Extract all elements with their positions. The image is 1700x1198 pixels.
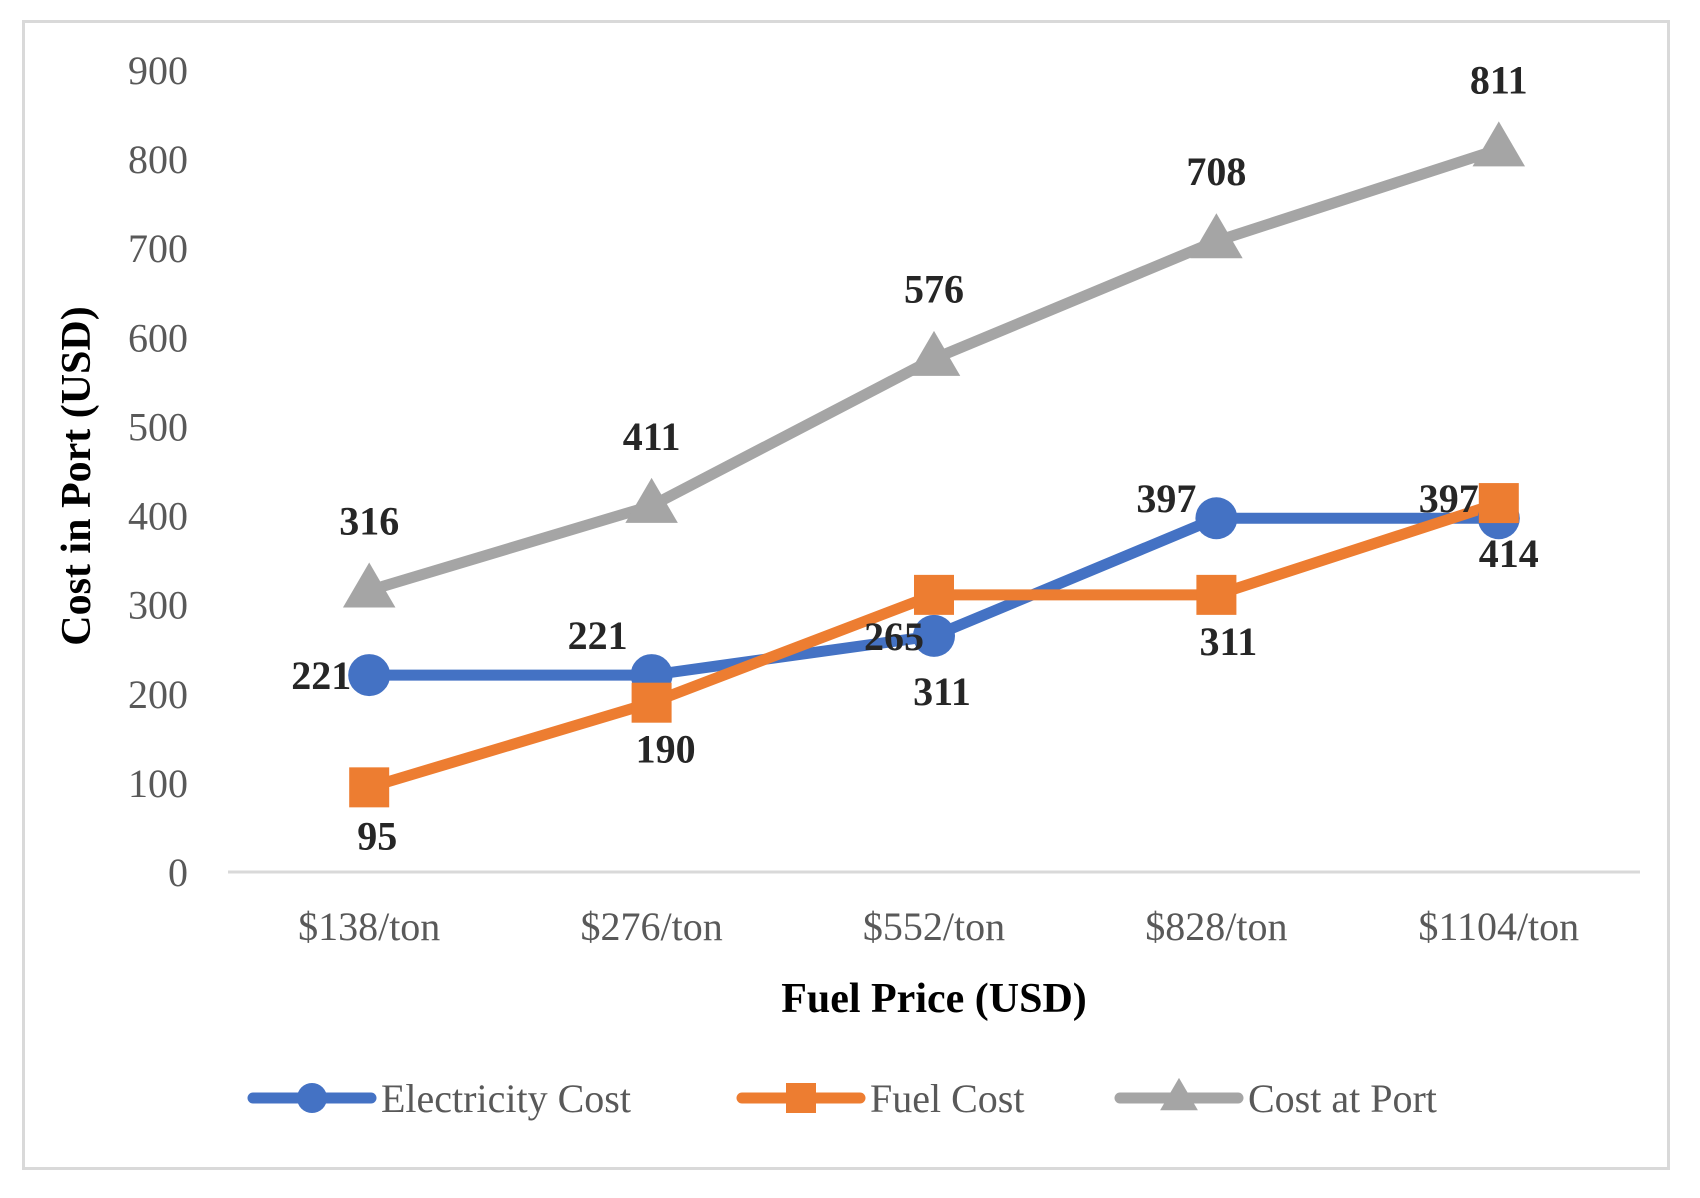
data-label: 311: [1200, 619, 1258, 664]
marker-square: [631, 682, 672, 723]
marker-circle: [913, 614, 955, 657]
marker-triangle: [625, 477, 678, 523]
x-axis-title: Fuel Price (USD): [781, 976, 1087, 1022]
x-tick-label: $552/ton: [863, 904, 1005, 949]
data-label: 397: [1419, 476, 1479, 521]
x-tick-label: $138/ton: [298, 904, 440, 949]
y-tick-label: 0: [168, 850, 188, 895]
y-tick-label: 300: [128, 583, 188, 628]
y-axis-title: Cost in Port (USD): [54, 306, 100, 645]
marker-circle: [297, 1083, 327, 1113]
y-tick-label: 800: [128, 137, 188, 182]
legend-item: Electricity Cost: [247, 1076, 631, 1121]
legend-label: Electricity Cost: [381, 1076, 631, 1121]
data-label: 316: [339, 498, 399, 543]
marker-square: [1196, 574, 1237, 615]
legend-item: Cost at Port: [1114, 1076, 1437, 1121]
marker-circle: [1195, 497, 1238, 540]
data-label: 95: [357, 813, 397, 858]
series-markers: [342, 121, 1526, 808]
data-label: 190: [636, 727, 696, 772]
marker-square: [1478, 483, 1519, 524]
data-label: 414: [1479, 531, 1539, 576]
y-tick-label: 100: [128, 761, 188, 806]
legend-label: Cost at Port: [1248, 1076, 1437, 1121]
marker-square: [786, 1083, 816, 1113]
data-label: 576: [904, 267, 964, 312]
marker-triangle: [1190, 213, 1243, 259]
legend-item: Fuel Cost: [736, 1076, 1024, 1121]
x-axis-ticks: $138/ton $276/ton $552/ton $828/ton $1104/to…: [298, 904, 1579, 949]
marker-triangle: [1160, 1077, 1198, 1111]
data-label: 811: [1470, 57, 1528, 102]
data-label: 708: [1186, 149, 1246, 194]
y-tick-label: 700: [128, 226, 188, 271]
y-tick-label: 500: [128, 404, 188, 449]
x-tick-label: $276/ton: [580, 904, 722, 949]
y-tick-label: 900: [128, 48, 188, 93]
chart-frame: [22, 20, 1670, 1170]
marker-triangle: [342, 562, 396, 608]
x-tick-label: $828/ton: [1145, 904, 1287, 949]
legend-label: Fuel Cost: [870, 1076, 1024, 1121]
marker-triangle: [907, 330, 961, 376]
data-label: 311: [913, 669, 971, 714]
marker-square: [349, 767, 390, 808]
data-label: 221: [568, 613, 628, 658]
data-label: 397: [1136, 476, 1196, 521]
marker-square: [914, 574, 954, 615]
y-tick-label: 400: [128, 494, 188, 539]
data-labels: 221 221 265 397 397 95 190 311 311 414 316 411 576 70…: [291, 57, 1539, 858]
legend: Electricity Cost Fuel Cost Cost at Port: [247, 1076, 1437, 1121]
x-tick-label: $1104/ton: [1418, 904, 1579, 949]
data-label: 221: [291, 653, 351, 698]
marker-circle: [348, 654, 391, 697]
data-label: 265: [864, 614, 924, 659]
y-tick-label: 200: [128, 672, 188, 717]
marker-triangle: [1472, 121, 1526, 167]
y-tick-label: 600: [128, 315, 188, 360]
data-label: 411: [623, 414, 681, 459]
y-axis-ticks: 0 100 200 300 400 500 600 700 800 900: [128, 48, 188, 895]
